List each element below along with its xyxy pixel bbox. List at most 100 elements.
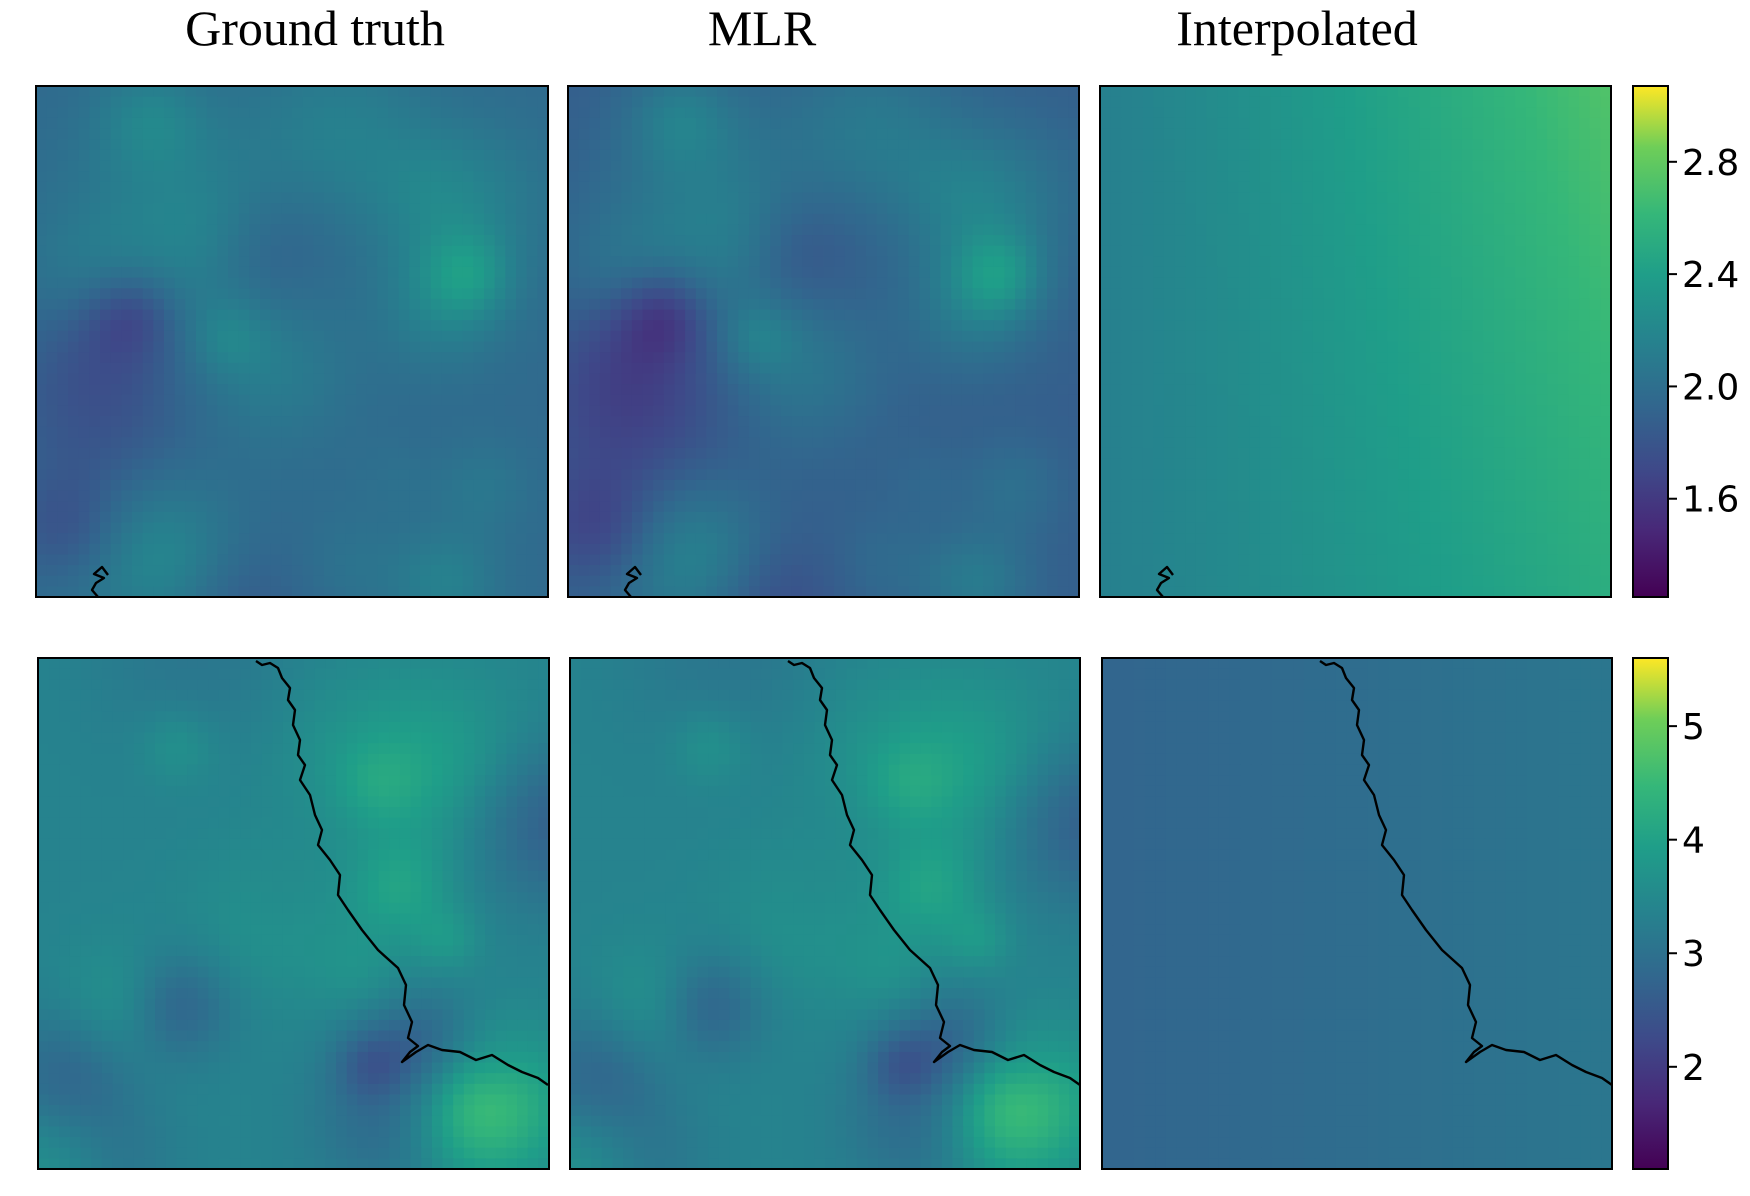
heatmap-cell <box>164 490 176 502</box>
heatmap-cell <box>366 352 378 364</box>
heatmap-cell <box>36 501 48 513</box>
heatmap-cell <box>929 511 942 524</box>
heatmap-cell <box>324 394 336 406</box>
heatmap-cell <box>1100 149 1112 162</box>
heatmap-cell <box>599 149 612 162</box>
heatmap-cell <box>452 586 464 598</box>
heatmap-cell <box>452 384 464 396</box>
heatmap-cell <box>217 384 229 396</box>
heatmap-cell <box>653 288 665 300</box>
heatmap-cell <box>642 160 654 172</box>
heatmap-cell <box>706 543 718 556</box>
heatmap-cell <box>834 245 846 257</box>
heatmap-cell <box>1185 86 1197 98</box>
heatmap-cell <box>334 192 346 204</box>
heatmap-cell <box>409 490 421 502</box>
heatmap-cell <box>494 437 506 449</box>
heatmap-cell <box>78 586 90 598</box>
heatmap-cell <box>68 171 80 183</box>
heatmap-cell <box>217 575 229 587</box>
heatmap-cell <box>153 330 165 343</box>
heatmap-cell <box>334 394 346 406</box>
heatmap-cell <box>238 501 250 513</box>
heatmap-cell <box>642 298 654 311</box>
heatmap-cell <box>1163 128 1176 140</box>
heatmap-cell <box>537 586 549 598</box>
heatmap-cell <box>578 341 590 353</box>
heatmap-cell <box>324 277 336 289</box>
heatmap-cell <box>578 522 590 534</box>
heatmap-cell <box>409 139 421 151</box>
heatmap-cell <box>1270 149 1282 162</box>
heatmap-cell <box>834 437 846 449</box>
heatmap-cell <box>441 543 453 556</box>
heatmap-cell <box>919 479 931 492</box>
heatmap-cell <box>377 139 389 151</box>
heatmap-cell <box>1536 117 1548 130</box>
heatmap-cell <box>940 277 952 289</box>
heatmap-cell <box>898 352 910 364</box>
heatmap-cell <box>568 235 580 247</box>
heatmap-cell <box>578 565 590 577</box>
heatmap-cell <box>812 352 825 364</box>
heatmap-cell <box>57 117 69 130</box>
heatmap-cell <box>663 394 676 406</box>
heatmap-cell <box>420 575 432 587</box>
heatmap-cell <box>802 320 814 332</box>
heatmap-cell <box>36 117 48 130</box>
heatmap-cell <box>537 522 549 534</box>
heatmap-cell <box>663 192 676 204</box>
heatmap-cell <box>1121 160 1133 172</box>
heatmap-cell <box>759 277 771 289</box>
heatmap-cell <box>462 277 474 289</box>
heatmap-cell <box>1047 373 1059 385</box>
heatmap-cell <box>142 96 154 108</box>
heatmap-cell <box>621 554 633 566</box>
heatmap-cell <box>748 330 761 343</box>
heatmap-cell <box>855 405 867 417</box>
heatmap-cell <box>430 522 442 534</box>
heatmap-cell <box>780 245 793 257</box>
heatmap-cell <box>663 426 676 438</box>
heatmap-cell <box>568 277 580 289</box>
heatmap-cell <box>452 575 464 587</box>
heatmap-cell <box>1238 128 1250 140</box>
heatmap-cell <box>834 543 846 556</box>
heatmap-cell <box>110 511 122 524</box>
heatmap-cell <box>685 213 697 225</box>
heatmap-cell <box>770 160 782 172</box>
heatmap-cell <box>727 192 739 204</box>
heatmap-cell <box>484 171 496 183</box>
heatmap-cell <box>802 543 814 556</box>
heatmap-cell <box>812 575 825 587</box>
heatmap-cell <box>1047 309 1059 321</box>
heatmap-cell <box>121 224 133 236</box>
heatmap-cell <box>68 479 80 492</box>
heatmap-cell <box>121 543 133 556</box>
heatmap-cell <box>1557 128 1570 140</box>
heatmap-cell <box>866 447 878 460</box>
heatmap-cell <box>812 224 825 236</box>
heatmap-cell <box>132 586 144 598</box>
heatmap-cell <box>1472 107 1484 119</box>
heatmap-cell <box>823 256 835 268</box>
heatmap-cell <box>260 266 272 279</box>
heatmap-cell <box>516 511 528 524</box>
heatmap-cell <box>642 117 654 130</box>
heatmap-cell <box>599 426 612 438</box>
heatmap-cell <box>674 256 686 268</box>
heatmap-cell <box>356 362 368 375</box>
heatmap-cell <box>313 203 325 215</box>
heatmap-cell <box>206 330 218 343</box>
heatmap-cell <box>36 139 48 151</box>
heatmap-cell <box>526 575 538 587</box>
heatmap-cell <box>908 362 920 375</box>
heatmap-cell <box>834 192 846 204</box>
heatmap-cell <box>717 320 729 332</box>
heatmap-cell <box>89 458 101 470</box>
heatmap-cell <box>494 458 506 470</box>
heatmap-cell <box>441 192 453 204</box>
heatmap-cell <box>313 235 325 247</box>
heatmap-cell <box>420 384 432 396</box>
heatmap-cell <box>462 490 474 502</box>
